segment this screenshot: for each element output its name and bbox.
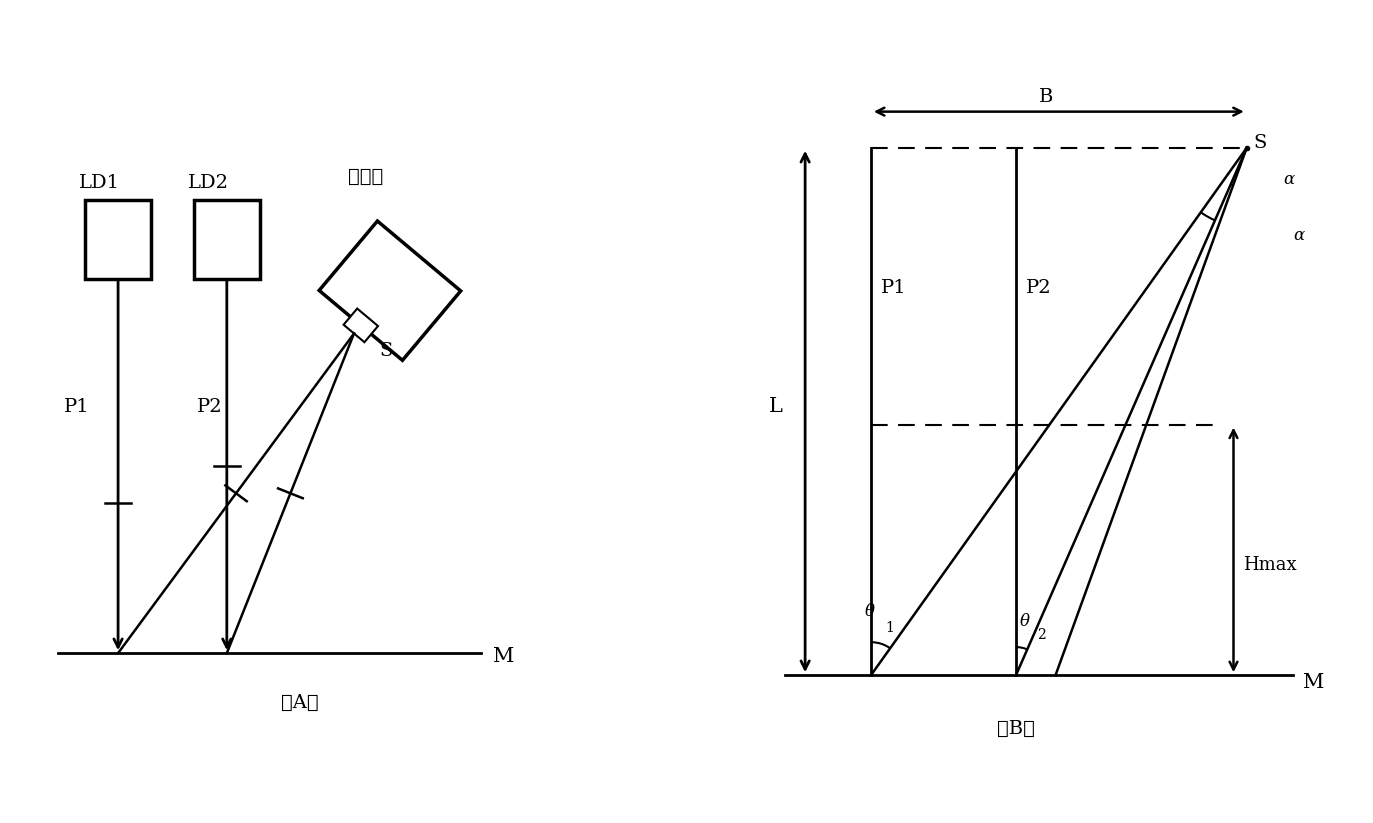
Text: 1: 1: [886, 621, 894, 635]
Text: B: B: [1038, 88, 1053, 105]
Text: LD2: LD2: [188, 174, 228, 192]
Text: 2: 2: [1037, 628, 1046, 642]
Text: θ: θ: [1019, 612, 1030, 630]
Text: L: L: [769, 397, 783, 416]
Bar: [85, 200, 151, 279]
Text: P1: P1: [63, 398, 89, 416]
Text: S: S: [1254, 134, 1266, 152]
Text: α: α: [1282, 171, 1295, 188]
Bar: [194, 200, 259, 279]
Text: LD1: LD1: [78, 174, 119, 192]
Text: （A）: （A）: [280, 694, 319, 712]
Text: S: S: [379, 342, 393, 360]
Text: M: M: [493, 647, 514, 666]
Polygon shape: [319, 221, 461, 360]
Polygon shape: [343, 309, 378, 342]
Text: （B）: （B）: [997, 720, 1035, 738]
Text: P1: P1: [881, 279, 906, 297]
Text: Hmax: Hmax: [1244, 556, 1297, 574]
Text: α: α: [1293, 227, 1304, 244]
Text: M: M: [1303, 673, 1324, 692]
Text: P2: P2: [1026, 279, 1052, 297]
Text: θ: θ: [865, 602, 875, 620]
Text: P2: P2: [196, 398, 222, 416]
Text: 摄像机: 摄像机: [347, 167, 383, 186]
